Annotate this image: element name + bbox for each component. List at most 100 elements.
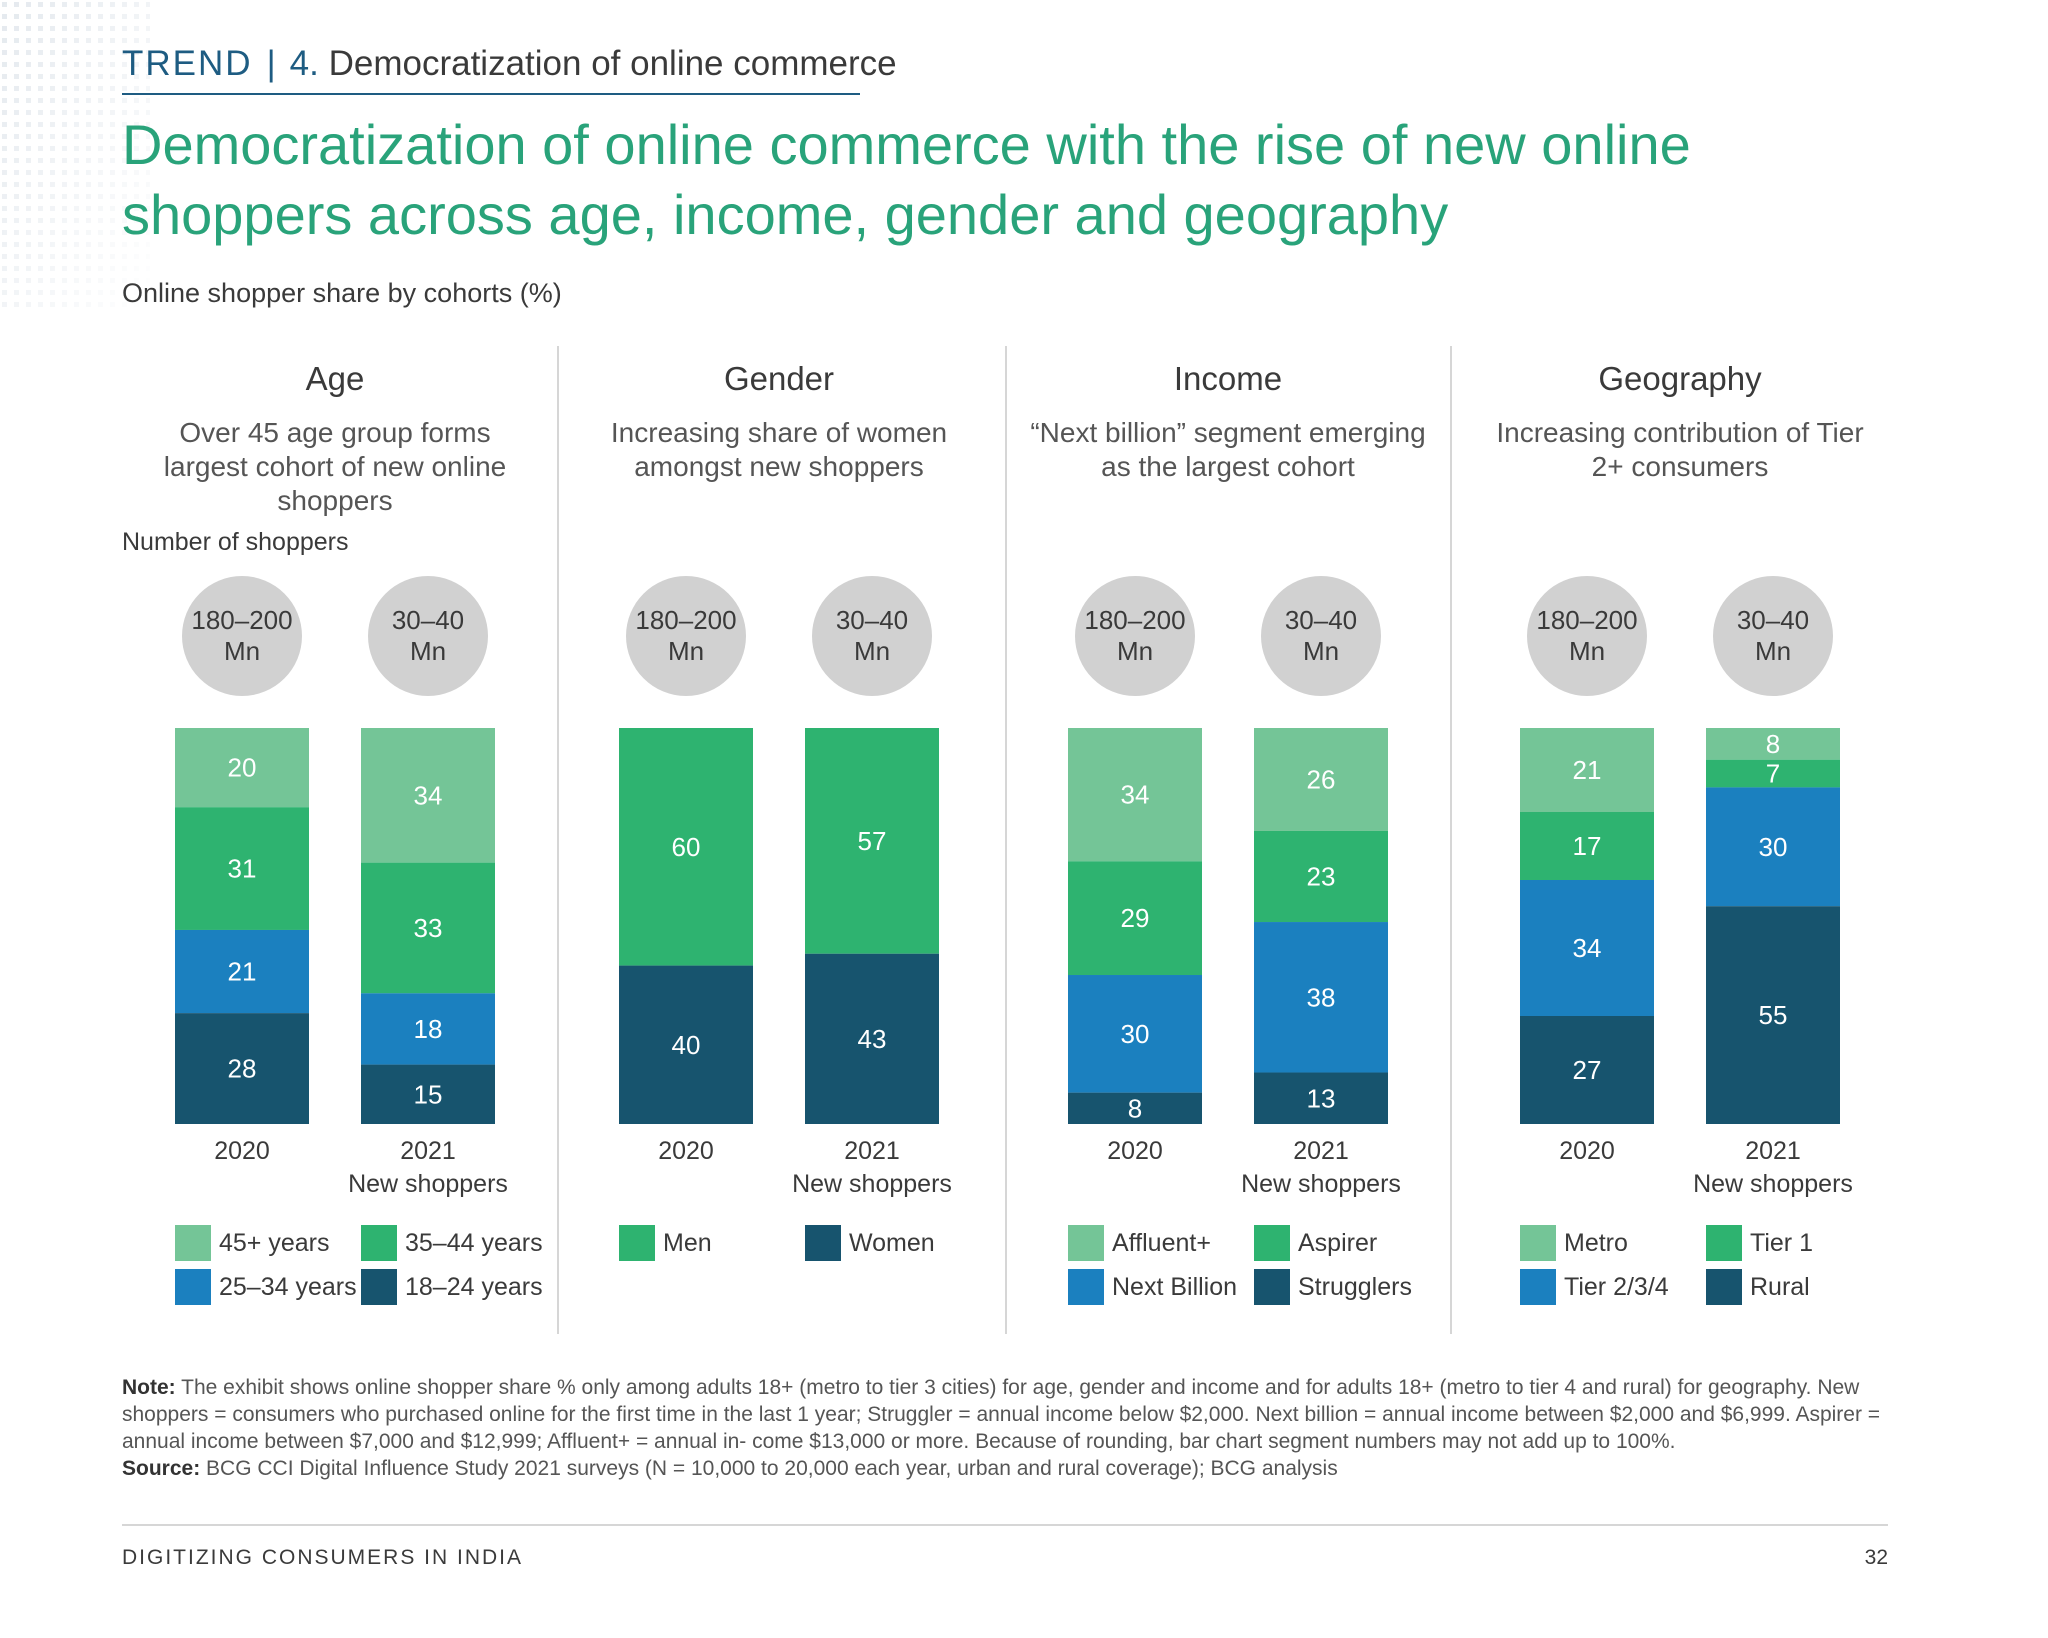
legend-label: Aspirer	[1298, 1228, 1378, 1257]
geography-legend-item: Rural	[1706, 1269, 1810, 1305]
income-shoppers-circle-2020: 180–200 Mn	[1075, 576, 1195, 696]
age-bar-value-label: 28	[228, 1054, 257, 1084]
shoppers-count-text: Mn	[1116, 636, 1154, 666]
gender-bar-value-label: 40	[672, 1030, 701, 1060]
geography-bar-segment-2021	[1706, 787, 1840, 907]
legend-swatch	[361, 1269, 397, 1305]
geography-bar-segment-2020	[1520, 812, 1654, 880]
header-underline	[122, 93, 860, 95]
new-shoppers-text: New shoppers	[792, 1170, 952, 1198]
legend-label: 25–34 years	[219, 1272, 357, 1301]
age-bar-value-label: 34	[414, 780, 443, 810]
shoppers-count-text: Mn	[409, 636, 447, 666]
shoppers-count-text: 30–40	[835, 605, 909, 635]
geography-bar-segment-2021	[1706, 728, 1840, 760]
income-bar-value-label: 38	[1307, 982, 1336, 1012]
gender-shoppers-circle-2020: 180–200 Mn	[626, 576, 746, 696]
year-text: 2021	[400, 1137, 456, 1165]
geography-legend-item: Tier 1	[1706, 1225, 1813, 1261]
gender-legend-item: Men	[619, 1225, 712, 1261]
age-shoppers-circle-2020: 180–200 Mn	[182, 576, 302, 696]
age-panel-description: Over 45 age group forms largest cohort o…	[163, 417, 507, 516]
footnote: Note: The exhibit shows online shopper s…	[122, 1374, 1902, 1482]
dot-pattern-decoration	[0, 0, 150, 310]
age-legend-item: 35–44 years	[361, 1225, 543, 1261]
geography-bar-year-label: 2021 New shoppers	[1673, 1135, 1873, 1201]
age-shoppers-circle-2021: 30–40 Mn	[368, 576, 488, 696]
new-shoppers-text: New shoppers	[1693, 1170, 1853, 1198]
trend-label: TREND	[122, 44, 253, 83]
panel-divider	[557, 346, 559, 1334]
income-panel-description: “Next billion” segment emerging as the l…	[1030, 417, 1426, 482]
income-bar-segment-2020	[1068, 1092, 1202, 1124]
shoppers-count-text: Mn	[1302, 636, 1340, 666]
new-shoppers-text: New shoppers	[1241, 1170, 1401, 1198]
age-bar-segment-2020	[175, 1013, 309, 1124]
new-shoppers-text: New shoppers	[348, 1170, 508, 1198]
geography-bar-segment-2021	[1706, 759, 1840, 788]
geography-bar-value-label: 34	[1573, 933, 1602, 963]
gender-bar-year-label: 2021 New shoppers	[772, 1135, 972, 1201]
income-legend-item: Next Billion	[1068, 1269, 1237, 1305]
geography-bar-segment-2020	[1520, 880, 1654, 1016]
geography-bar-value-label: 21	[1573, 755, 1602, 785]
geography-bar-segment-2020	[1520, 728, 1654, 812]
year-text: 2020	[1107, 1137, 1163, 1165]
geography-bar-value-label: 7	[1766, 759, 1780, 789]
note-label: Note:	[122, 1376, 176, 1399]
section-header: TREND | 4. Democratization of online comme…	[122, 44, 897, 84]
year-text: 2020	[658, 1137, 714, 1165]
year-text: 2021	[1745, 1137, 1801, 1165]
legend-label: 18–24 years	[405, 1272, 543, 1301]
geography-bar-value-label: 17	[1573, 831, 1602, 861]
age-bar-year-label: 2020	[142, 1135, 342, 1168]
age-bar-segment-2021	[361, 1064, 495, 1124]
gender-bar-value-label: 60	[672, 832, 701, 862]
shoppers-count-text: Mn	[223, 636, 261, 666]
legend-label: Rural	[1750, 1272, 1810, 1301]
legend-label: Strugglers	[1298, 1272, 1412, 1301]
shoppers-count-text: Mn	[1754, 636, 1792, 666]
footer-publication-title: DIGITIZING CONSUMERS IN INDIA	[122, 1546, 524, 1569]
gender-bar-value-label: 43	[858, 1024, 887, 1054]
legend-swatch	[1254, 1225, 1290, 1261]
legend-swatch	[175, 1269, 211, 1305]
legend-swatch	[175, 1225, 211, 1261]
income-bar-value-label: 26	[1307, 764, 1336, 794]
legend-label: Affluent+	[1112, 1228, 1211, 1257]
legend-swatch	[1706, 1269, 1742, 1305]
footer-rule	[122, 1524, 1888, 1526]
geography-shoppers-circle-2020: 180–200 Mn	[1527, 576, 1647, 696]
header-separator: |	[266, 44, 276, 83]
legend-label: 35–44 years	[405, 1228, 543, 1257]
shoppers-count-text: Mn	[1568, 636, 1606, 666]
geography-panel-title: Geography	[1598, 360, 1762, 397]
age-bar-segment-2021	[361, 862, 495, 994]
income-panel-title: Income	[1173, 360, 1283, 397]
legend-swatch	[1706, 1225, 1742, 1261]
income-legend-item: Strugglers	[1254, 1269, 1412, 1305]
gender-bar-year-label: 2020	[586, 1135, 786, 1168]
geography-legend-item: Metro	[1520, 1225, 1628, 1261]
legend-label: Tier 2/3/4	[1564, 1272, 1669, 1301]
age-legend-item: 25–34 years	[175, 1269, 357, 1305]
income-shoppers-circle-2021: 30–40 Mn	[1261, 576, 1381, 696]
geography-bar-year-label: 2020	[1487, 1135, 1687, 1168]
age-bar-value-label: 31	[228, 854, 257, 884]
income-bar-value-label: 30	[1121, 1019, 1150, 1049]
legend-swatch	[1068, 1269, 1104, 1305]
legend-label: 45+ years	[219, 1228, 330, 1257]
chart-subtitle: Online shopper share by cohorts (%)	[122, 278, 562, 308]
gender-shoppers-circle-2021: 30–40 Mn	[812, 576, 932, 696]
shoppers-count-text: 180–200	[1536, 605, 1638, 635]
geography-bar-segment-2021	[1706, 906, 1840, 1124]
age-bar-segment-2021	[361, 728, 495, 863]
gender-bar-segment-2020	[619, 965, 753, 1124]
age-bar-year-label: 2021 New shoppers	[328, 1135, 528, 1201]
note-text: The exhibit shows online shopper share %…	[122, 1376, 1881, 1453]
shoppers-count-text: Mn	[667, 636, 705, 666]
age-bar-value-label: 18	[414, 1014, 443, 1044]
legend-swatch	[1520, 1225, 1556, 1261]
gender-bar-segment-2021	[805, 953, 939, 1124]
legend-swatch	[1254, 1269, 1290, 1305]
